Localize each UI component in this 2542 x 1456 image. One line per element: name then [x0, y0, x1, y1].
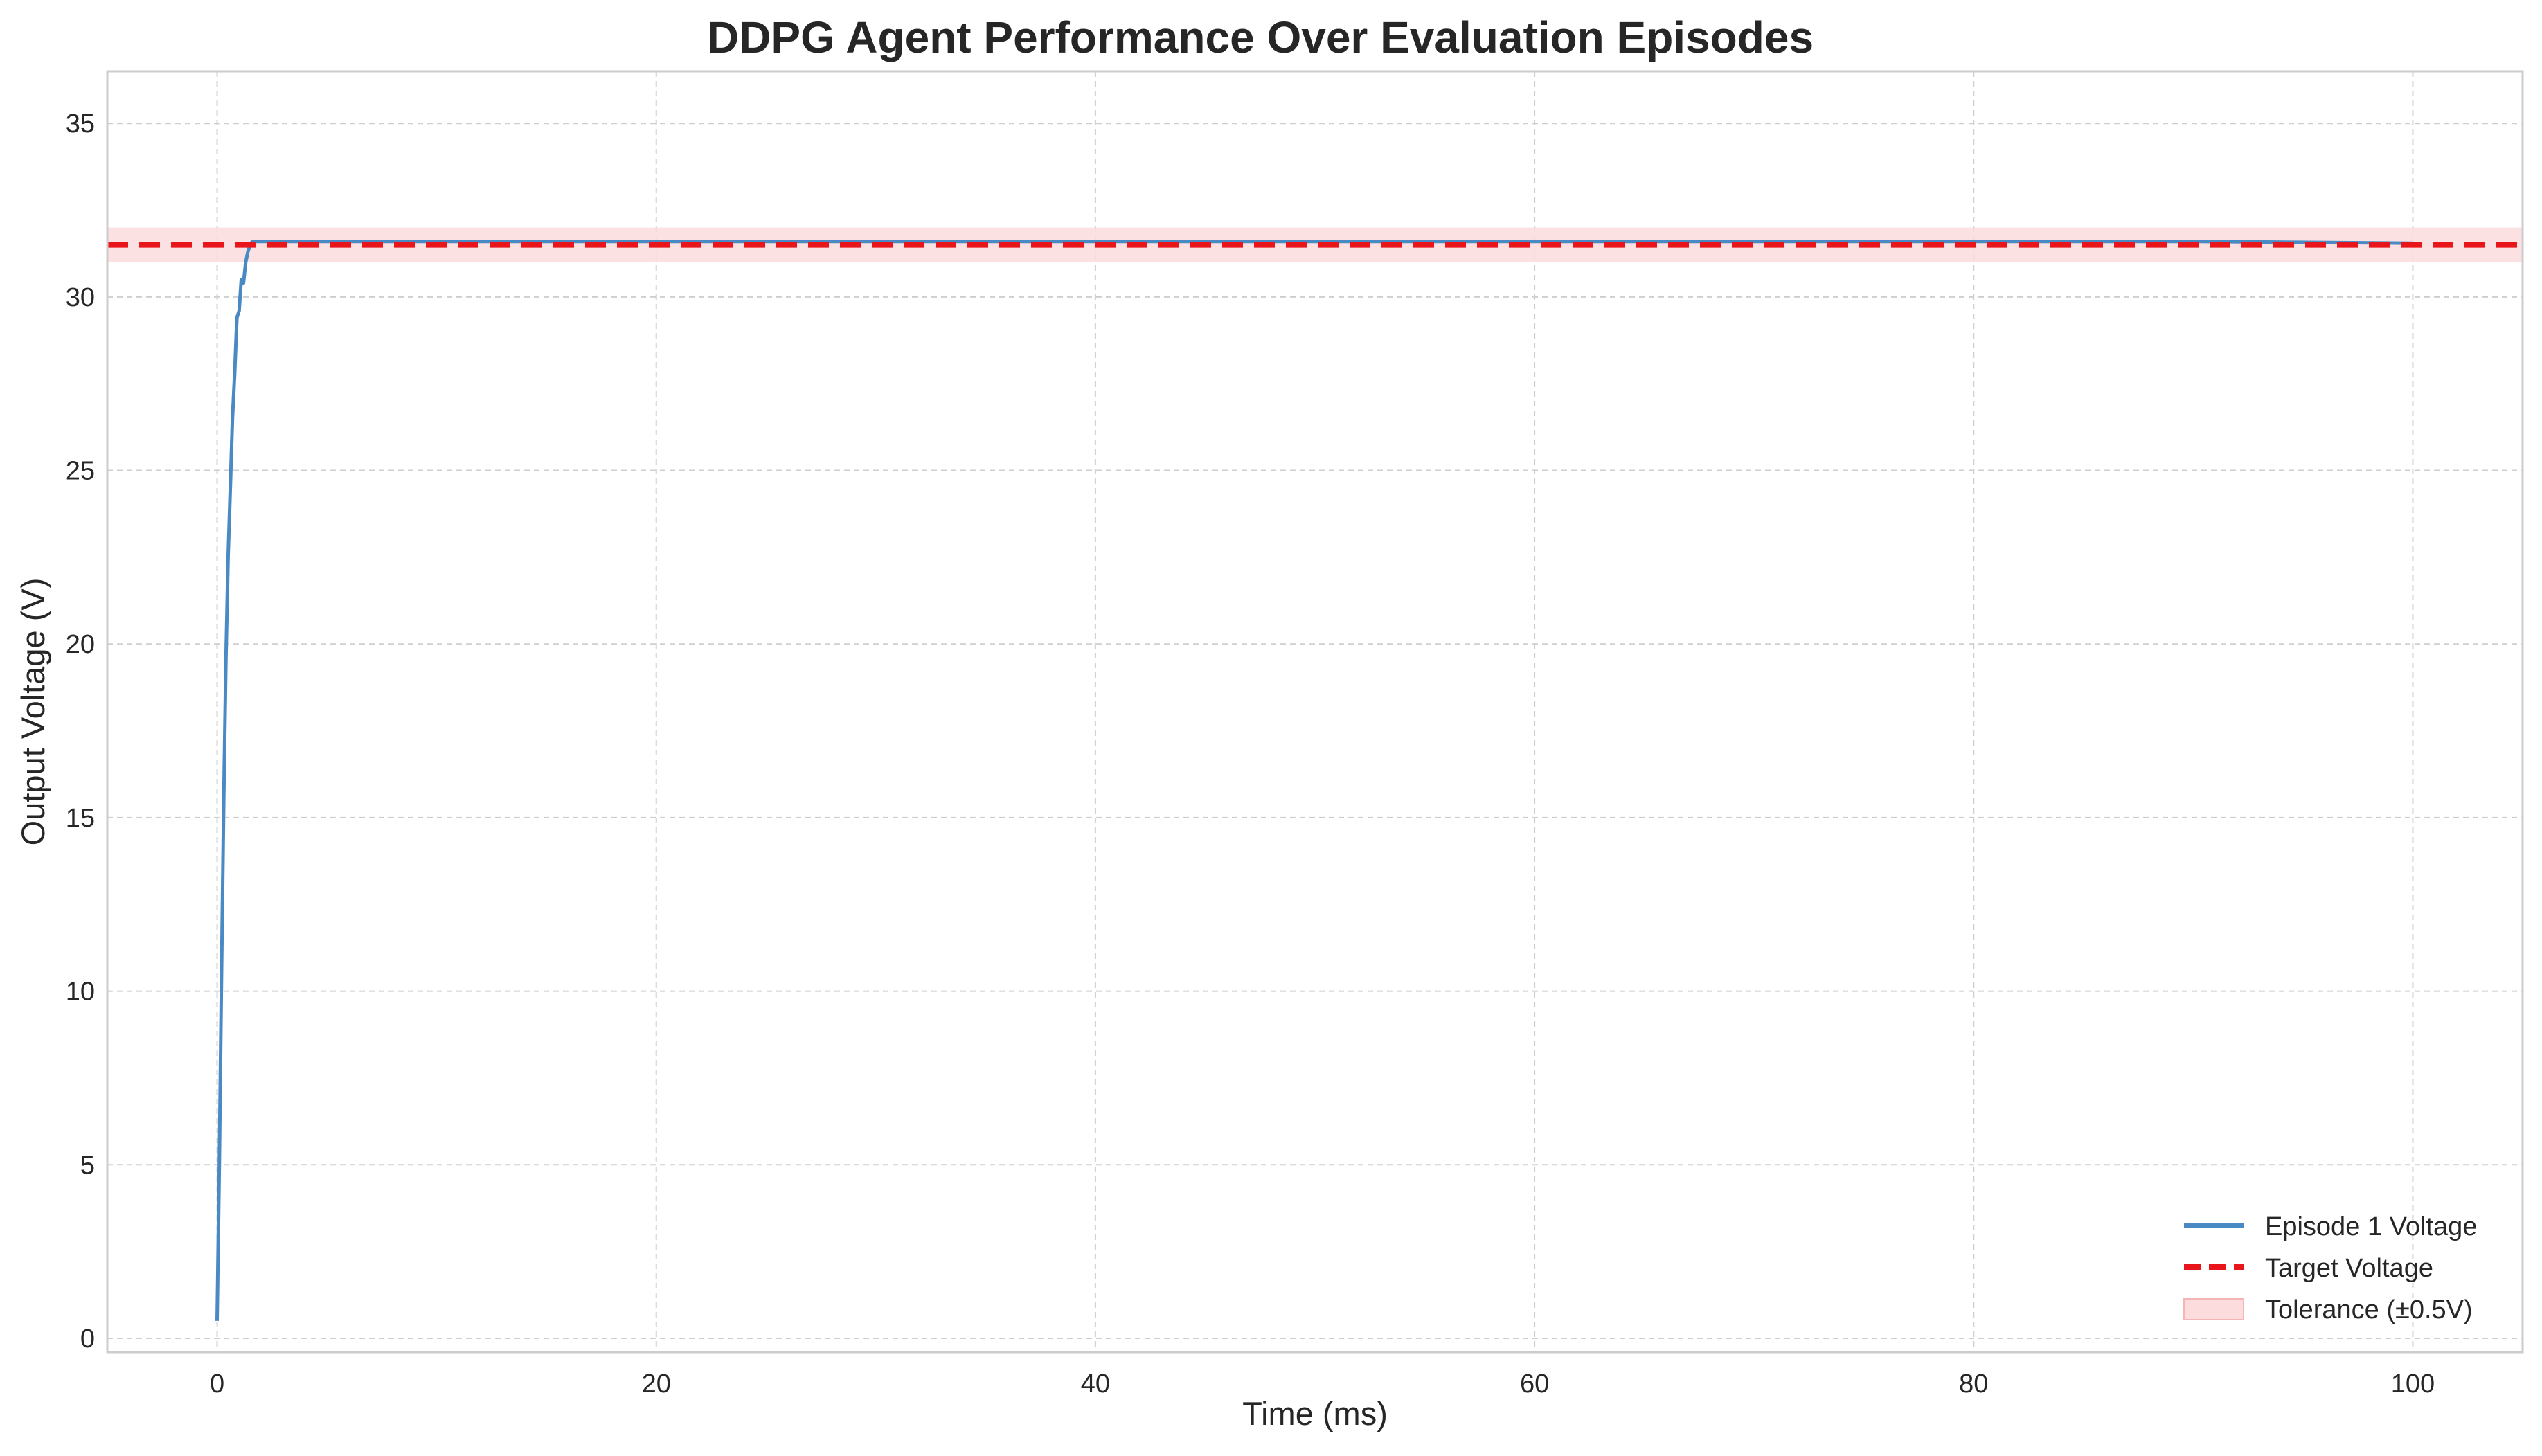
plot-frame — [106, 70, 2524, 1354]
legend-label-episode-1: Episode 1 Voltage — [2265, 1212, 2477, 1241]
y-tick-label: 25 — [66, 457, 95, 486]
legend-label-tolerance: Tolerance (±0.5V) — [2265, 1295, 2473, 1324]
y-tick-label: 10 — [66, 978, 95, 1007]
legend-label-target: Target Voltage — [2265, 1254, 2433, 1283]
x-tick-label: 80 — [1959, 1369, 1988, 1399]
x-tick-label: 60 — [1520, 1369, 1549, 1399]
x-axis-label: Time (ms) — [1242, 1395, 1388, 1432]
y-tick-label: 0 — [80, 1324, 95, 1354]
y-tick-label: 20 — [66, 630, 95, 659]
plot-area — [107, 71, 2523, 1352]
legend: Episode 1 Voltage Target Voltage Toleran… — [2183, 1212, 2477, 1324]
x-tick-label: 20 — [642, 1369, 671, 1399]
x-tick-label: 0 — [210, 1369, 224, 1399]
y-tick-label: 35 — [66, 109, 95, 138]
x-tick-label: 100 — [2391, 1369, 2435, 1399]
x-tick-label: 40 — [1081, 1369, 1110, 1399]
y-tick-label: 5 — [80, 1151, 95, 1180]
x-tick-labels: 0 20 40 60 80 100 — [210, 1369, 2435, 1399]
grid-lines — [107, 71, 2523, 1352]
y-tick-labels: 0 5 10 15 20 25 30 35 — [66, 109, 95, 1354]
y-tick-label: 30 — [66, 283, 95, 312]
y-axis-label: Output Voltage (V) — [15, 578, 51, 846]
legend-swatch-tolerance — [2183, 1298, 2244, 1320]
y-tick-label: 15 — [66, 804, 95, 833]
chart-title: DDPG Agent Performance Over Evaluation E… — [707, 12, 1814, 62]
